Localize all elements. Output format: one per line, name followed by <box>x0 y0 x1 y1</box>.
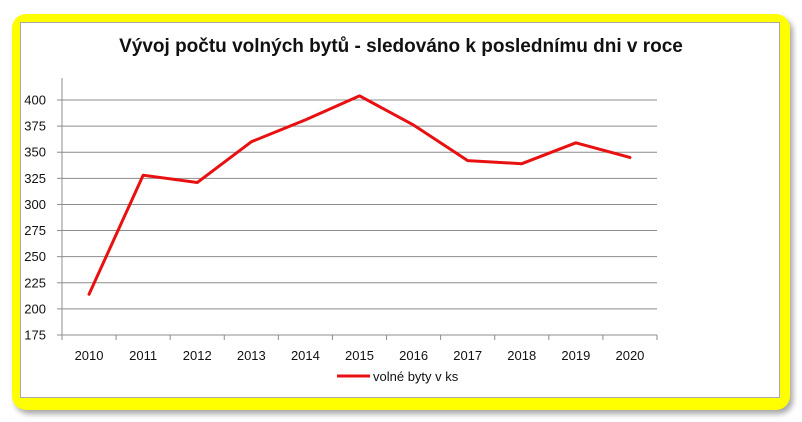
axes <box>57 78 658 340</box>
x-tick-label: 2020 <box>615 348 644 363</box>
y-tick-label: 175 <box>24 328 46 343</box>
chart-title: Vývoj počtu volných bytů - sledováno k p… <box>119 36 683 57</box>
series-line <box>87 94 632 296</box>
x-tick-label: 2013 <box>237 348 266 363</box>
y-tick-label: 275 <box>24 223 46 238</box>
gridlines <box>62 99 657 310</box>
y-axis-ticks: 175 200 225 250 275 300 325 350 375 400 <box>24 93 46 343</box>
y-tick-label: 400 <box>24 93 46 108</box>
x-tick-label: 2015 <box>345 348 374 363</box>
chart-frame <box>12 14 790 410</box>
y-tick-label: 250 <box>24 249 46 264</box>
x-tick-label: 2019 <box>561 348 590 363</box>
y-tick-label: 300 <box>24 197 46 212</box>
x-axis-ticks: 2010 2011 2012 2013 2014 2015 2016 2017 2018 2019… <box>75 348 645 363</box>
y-tick-label: 350 <box>24 145 46 160</box>
x-tick-label: 2017 <box>453 348 482 363</box>
x-tick-label: 2014 <box>291 348 320 363</box>
legend-label: volné byty v ks <box>373 369 459 384</box>
x-tick-label: 2010 <box>75 348 104 363</box>
x-tick-label: 2018 <box>507 348 536 363</box>
series-lines <box>87 94 632 296</box>
y-tick-label: 200 <box>24 301 46 316</box>
y-tick-label: 325 <box>24 171 46 186</box>
x-tick-label: 2016 <box>399 348 428 363</box>
x-tick-label: 2011 <box>129 348 157 363</box>
legend: volné byty v ks <box>337 369 459 384</box>
x-tick-label: 2012 <box>183 348 212 363</box>
y-tick-label: 225 <box>24 275 46 290</box>
y-tick-label: 375 <box>24 119 46 134</box>
